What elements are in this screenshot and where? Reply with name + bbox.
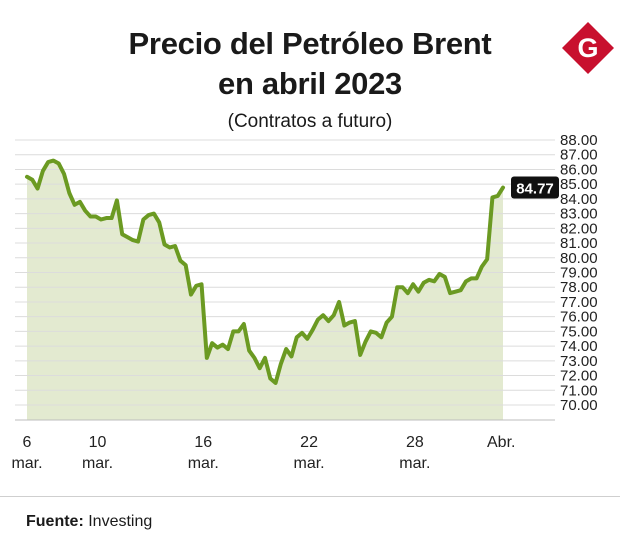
x-tick-label: 6 — [23, 434, 32, 451]
last-value-label: 84.77 — [516, 181, 554, 198]
x-tick-label-month: mar. — [11, 455, 42, 472]
source-note: Fuente: Investing — [26, 513, 152, 531]
chart-title: Precio del Petróleo Brent en abril 2023 — [0, 24, 620, 104]
x-tick-label-month: mar. — [82, 455, 113, 472]
source-value: Investing — [88, 513, 153, 530]
y-tick-label: 84.00 — [560, 191, 598, 208]
y-tick-label: 74.00 — [560, 338, 598, 355]
y-tick-label: 70.00 — [560, 397, 598, 414]
y-tick-label: 75.00 — [560, 323, 598, 340]
y-tick-label: 83.00 — [560, 206, 598, 223]
y-tick-label: 72.00 — [560, 368, 598, 385]
title-line-2: en abril 2023 — [218, 66, 402, 101]
x-tick-label: 10 — [89, 434, 107, 451]
y-tick-label: 77.00 — [560, 294, 598, 311]
title-line-1: Precio del Petróleo Brent — [128, 26, 492, 61]
x-tick-label: 28 — [406, 434, 424, 451]
y-tick-label: 73.00 — [560, 353, 598, 370]
series-line — [25, 158, 505, 385]
chart-subtitle: (Contratos a futuro) — [227, 111, 393, 132]
y-tick-label: 80.00 — [560, 250, 598, 267]
footer-divider — [0, 496, 620, 497]
y-tick-label: 78.00 — [560, 279, 598, 296]
source-label: Fuente: — [26, 513, 84, 530]
y-tick-label: 81.00 — [560, 235, 598, 252]
y-tick-label: 76.00 — [560, 309, 598, 326]
series-area-fill — [27, 160, 503, 420]
x-tick-label-month: mar. — [294, 455, 325, 472]
x-tick-label: 16 — [194, 434, 212, 451]
brand-logo-icon: G — [562, 22, 614, 74]
last-value-badge — [511, 176, 559, 199]
x-tick-label-month: mar. — [188, 455, 219, 472]
logo-letter: G — [577, 33, 598, 63]
y-tick-label: 71.00 — [560, 382, 598, 399]
y-tick-label: 87.00 — [560, 147, 598, 164]
y-tick-label: 85.00 — [560, 176, 598, 193]
y-tick-label: 79.00 — [560, 265, 598, 282]
price-chart: 70.0071.0072.0073.0074.0075.0076.0077.00… — [11, 132, 598, 472]
y-tick-label: 82.00 — [560, 220, 598, 237]
x-tick-label: Abr. — [487, 434, 515, 451]
x-tick-label-month: mar. — [399, 455, 430, 472]
y-tick-label: 88.00 — [560, 132, 598, 149]
logo-diamond — [562, 22, 614, 74]
x-tick-label: 22 — [300, 434, 318, 451]
y-tick-label: 86.00 — [560, 161, 598, 178]
